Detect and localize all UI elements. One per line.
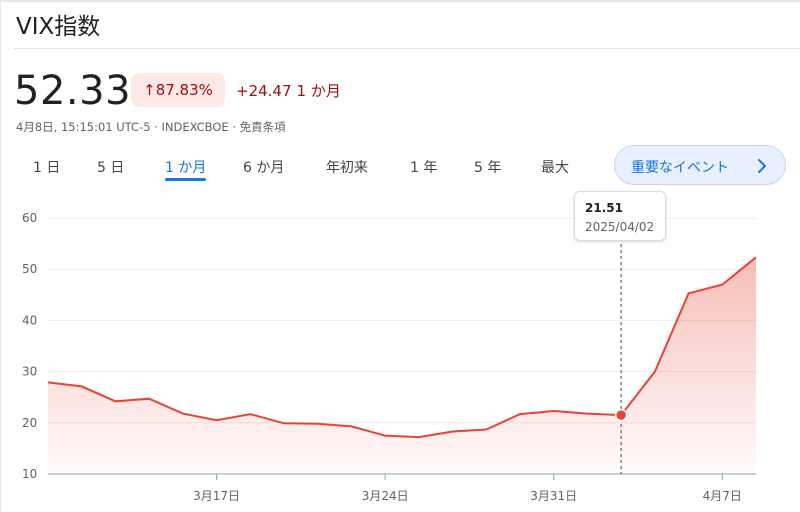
x-tick-label: 3月31日 [530, 489, 577, 503]
data-point [248, 412, 252, 416]
data-point [181, 412, 185, 416]
page-title: VIX指数 [16, 14, 101, 40]
y-tick-label: 30 [22, 365, 37, 379]
tab-6-months[interactable]: 6 か月 [243, 160, 285, 176]
active-tab-indicator [165, 178, 206, 181]
chevron-right-icon [758, 159, 766, 173]
tab-ytd[interactable]: 年初来 [326, 160, 368, 176]
key-events-button[interactable]: 重要なイベント [614, 145, 786, 185]
title-divider [14, 48, 800, 49]
tab-1-month[interactable]: 1 か月 [165, 160, 207, 176]
absolute-change: +24.47 1 か月 [236, 80, 341, 101]
change-value: +24.47 [236, 82, 292, 100]
current-price: 52.33 [14, 68, 132, 114]
data-point [316, 422, 320, 426]
tab-max[interactable]: 最大 [541, 160, 569, 176]
change-period: 1 か月 [296, 82, 341, 100]
x-tick-label: 3月17日 [193, 489, 240, 503]
y-axis: 10 20 30 40 50 60 [22, 211, 37, 481]
tab-1-year[interactable]: 1 年 [410, 160, 438, 176]
data-point [687, 291, 691, 295]
top-border [0, 0, 800, 2]
data-point [653, 370, 657, 374]
y-tick-label: 50 [22, 262, 37, 276]
data-point [417, 435, 421, 439]
x-tick-label: 4月7日 [703, 489, 742, 503]
series-line [47, 256, 757, 439]
data-point [349, 424, 353, 428]
data-point [484, 427, 488, 431]
tooltip-value: 21.51 [585, 201, 623, 215]
x-axis: 3月17日 3月24日 3月31日 4月7日 [193, 474, 742, 503]
data-point [282, 421, 286, 425]
y-tick-label: 40 [22, 313, 37, 327]
key-events-label: 重要なイベント [631, 160, 729, 176]
arrow-up-icon: ↑ [143, 81, 156, 99]
highlight-point[interactable] [614, 408, 628, 422]
tooltip-date: 2025/04/02 [585, 220, 655, 234]
hover-tooltip: 21.51 2025/04/02 [574, 191, 666, 241]
percent-change-badge: ↑87.83% [131, 73, 225, 107]
range-tabs: 1 日 5 日 1 か月 6 か月 年初来 1 年 5 年 最大 [0, 150, 600, 182]
data-point [383, 434, 387, 438]
tab-5-years[interactable]: 5 年 [474, 160, 502, 176]
data-point [552, 409, 556, 413]
data-point [215, 418, 219, 422]
percent-change-value: 87.83% [155, 81, 213, 99]
y-tick-label: 10 [22, 467, 37, 481]
series-area [48, 257, 756, 474]
data-point [585, 412, 589, 416]
y-tick-label: 20 [22, 416, 37, 430]
data-point [113, 399, 117, 403]
data-point [720, 283, 724, 287]
data-point [518, 412, 522, 416]
data-point [46, 380, 50, 384]
quote-meta: 4月8日, 15:15:01 UTC-5 · INDEXCBOE · 免責条項 [16, 120, 286, 134]
data-point [80, 384, 84, 388]
data-point [451, 430, 455, 434]
y-tick-label: 60 [22, 211, 37, 225]
tab-5-days[interactable]: 5 日 [97, 160, 125, 176]
data-point [147, 397, 151, 401]
left-border [0, 0, 1, 512]
tab-1-day[interactable]: 1 日 [33, 160, 61, 176]
data-point [754, 255, 758, 259]
x-tick-label: 3月24日 [362, 489, 409, 503]
